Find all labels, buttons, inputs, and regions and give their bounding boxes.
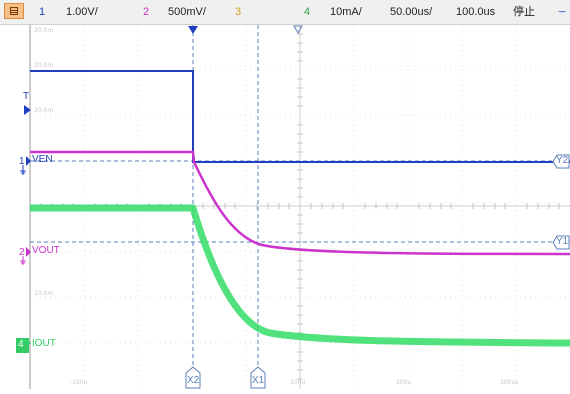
vout-label: VOUT [32, 245, 60, 256]
ch2-marker-number: 2 [19, 247, 25, 258]
ch4-number[interactable]: 4 [304, 6, 311, 18]
cursor-x1-label: X1 [252, 375, 265, 386]
timebase-delay[interactable]: 100.0us [456, 6, 496, 18]
ch1-ground-marker[interactable] [20, 156, 31, 175]
ch2-number[interactable]: 2 [143, 6, 150, 18]
ch1-number[interactable]: 1 [39, 6, 46, 18]
run-state[interactable]: 停止 [513, 6, 535, 18]
time-label-neg100: -100u [70, 379, 88, 386]
scale-label-mid: 20.0m [34, 107, 54, 114]
cursor-y1-flag[interactable] [552, 235, 570, 250]
iout-label: IOUT [32, 338, 56, 349]
ch4-ground-marker[interactable] [16, 338, 31, 353]
scale-label-upper: 20.0m [34, 62, 54, 69]
time-label-300: 300us [500, 379, 519, 386]
trace-ch4-iout [30, 204, 570, 347]
trigger-level-marker[interactable] [24, 105, 31, 115]
timebase-scale[interactable]: 50.00us/ [390, 6, 433, 18]
cursor-x2-flag[interactable] [185, 366, 201, 389]
cursor-y1-label: Y1 [556, 236, 569, 247]
ch2-scale[interactable]: 500mV/ [168, 6, 206, 18]
trigger-label: T [23, 91, 30, 102]
graticule [16, 25, 570, 389]
ch2-ground-marker[interactable] [20, 247, 31, 265]
time-label-200: 200u [396, 379, 412, 386]
trace-ch2-vout [30, 150, 570, 256]
cursor-x2-label: X2 [187, 375, 200, 386]
trace-ch1-ven [30, 70, 570, 163]
waveform-display[interactable]: 1 VEN 2 VOUT 4 IOUT T Y2 Y1 X2 X1 20.0m … [0, 25, 570, 389]
ch3-number[interactable]: 3 [235, 6, 242, 18]
scale-label-lower: 10.0m [34, 290, 54, 297]
ch1-marker-number: 1 [19, 156, 25, 167]
ch4-marker-number: 4 [18, 339, 24, 350]
ch1-scale[interactable]: 1.00V/ [66, 6, 98, 18]
center-marker [293, 25, 303, 35]
ch4-scale[interactable]: 10mA/ [330, 6, 362, 18]
cursor-y2-flag[interactable] [552, 154, 570, 169]
menu-icon[interactable] [4, 3, 24, 19]
time-label-100: 100u [290, 379, 306, 386]
overflow-indicator: ᅮ [558, 7, 567, 17]
cursor-x1-flag[interactable] [250, 366, 266, 389]
scope-toolbar: 1 1.00V/ 2 500mV/ 3 4 10mA/ 50.00us/ 100… [0, 0, 570, 25]
cursor-y2-label: Y2 [556, 155, 569, 166]
ven-label: VEN [32, 154, 53, 165]
scale-label-top: 20.0m [34, 27, 54, 34]
trigger-position-marker[interactable] [188, 26, 198, 34]
